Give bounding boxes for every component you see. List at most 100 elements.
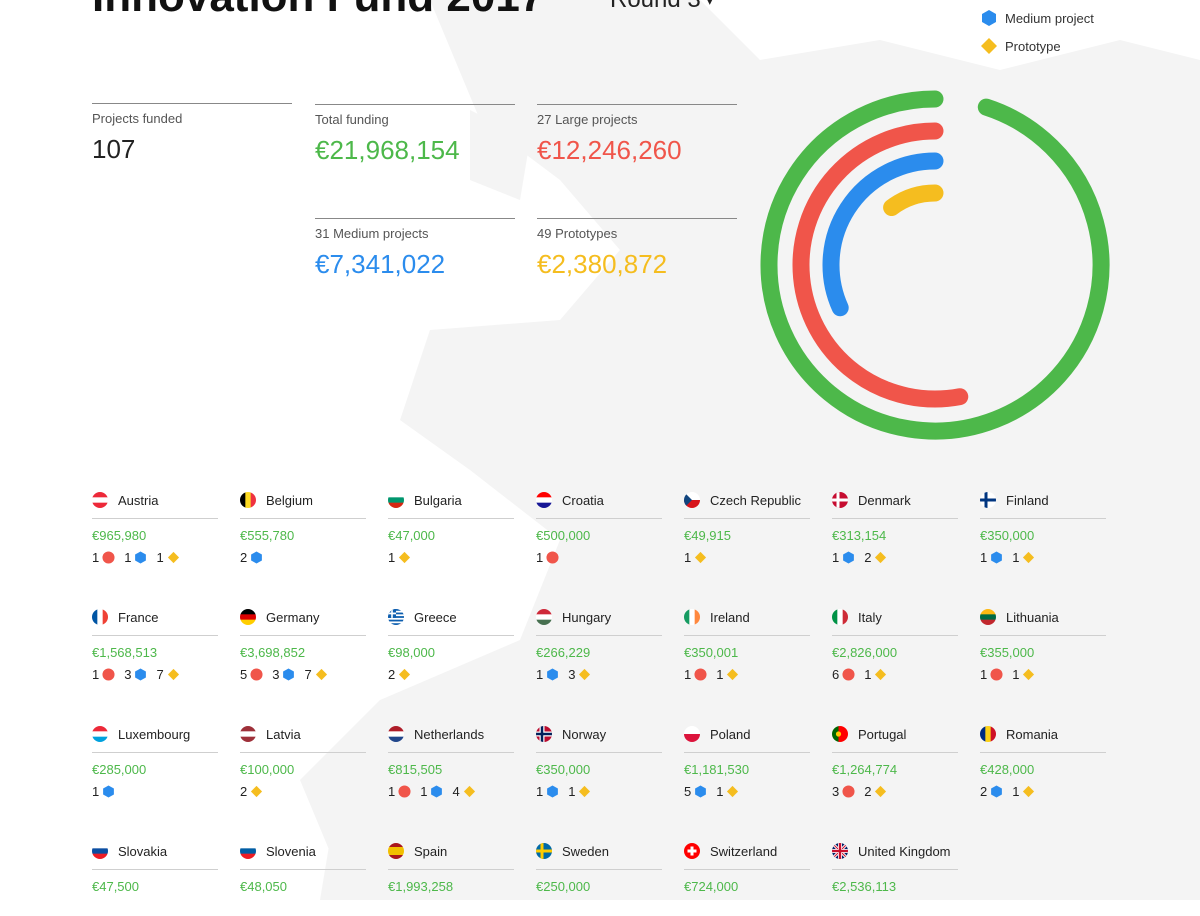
greece-flag-icon — [388, 609, 404, 625]
legend: Medium project Prototype — [980, 4, 1094, 60]
project-count-medium: 1 — [420, 784, 443, 799]
diamond-icon — [727, 785, 739, 797]
diamond-icon — [727, 668, 739, 680]
country-name: Hungary — [562, 609, 612, 625]
country-card[interactable]: Netherlands €815,505 1 1 4 — [388, 722, 514, 799]
country-card[interactable]: Poland €1,181,530 5 1 — [684, 722, 810, 799]
hexagon-icon — [135, 667, 147, 681]
country-name: Sweden — [562, 843, 609, 859]
country-card[interactable]: Slovenia €48,050 — [240, 839, 366, 916]
sweden-flag-icon — [536, 843, 552, 859]
project-count-medium: 5 — [684, 784, 707, 799]
project-count-prototype: 2 — [864, 550, 887, 565]
country-card[interactable]: Norway €350,000 1 1 — [536, 722, 662, 799]
country-header: Austria — [92, 488, 218, 519]
country-amount: €1,568,513 — [92, 645, 158, 660]
country-header: Greece — [388, 605, 514, 636]
country-card[interactable]: Slovakia €47,500 — [92, 839, 218, 916]
project-count-prototype: 1 — [1012, 784, 1035, 799]
stat-value: 107 — [92, 134, 136, 164]
project-count-large: 5 — [240, 667, 263, 682]
country-name: Finland — [1006, 492, 1049, 508]
country-card[interactable]: Sweden €250,000 — [536, 839, 662, 916]
stat-total-funding: Total funding €21,968,154 — [315, 104, 515, 166]
country-amount: €555,780 — [240, 528, 295, 543]
project-count-large: 1 — [388, 784, 411, 799]
country-amount: €285,000 — [92, 762, 147, 777]
country-card[interactable]: Ireland €350,001 1 1 — [684, 605, 810, 682]
country-project-counts: 5 3 7 — [240, 666, 366, 682]
stat-label: Total funding — [315, 112, 389, 127]
country-card[interactable]: Switzerland €724,000 — [684, 839, 810, 916]
country-header: Norway — [536, 722, 662, 753]
country-name: Ireland — [710, 609, 750, 625]
country-card[interactable]: Portugal €1,264,774 3 2 — [832, 722, 958, 799]
country-card[interactable]: Luxembourg €285,000 1 — [92, 722, 218, 799]
country-card[interactable]: Belgium €555,780 2 — [240, 488, 366, 565]
count-number: 1 — [684, 666, 692, 682]
project-count-prototype: 2 — [864, 784, 887, 799]
count-number: 1 — [980, 549, 988, 565]
portugal-flag-icon — [832, 726, 848, 742]
country-name: Latvia — [266, 726, 301, 742]
count-number: 1 — [980, 666, 988, 682]
latvia-flag-icon — [240, 726, 256, 742]
project-count-medium: 1 — [832, 550, 855, 565]
country-card[interactable]: Hungary €266,229 1 3 — [536, 605, 662, 682]
project-count-medium: 1 — [92, 784, 115, 799]
country-card[interactable]: Austria €965,980 1 1 1 — [92, 488, 218, 565]
czech-republic-flag-icon — [684, 492, 700, 508]
country-card[interactable]: Italy €2,826,000 6 1 — [832, 605, 958, 682]
country-amount: €350,000 — [536, 762, 591, 777]
legend-label-medium: Medium project — [1005, 10, 1094, 26]
round-label: Round 3 — [610, 0, 701, 13]
diamond-icon — [1023, 668, 1035, 680]
country-amount: €2,536,113 — [832, 879, 897, 894]
country-card[interactable]: Greece €98,000 2 — [388, 605, 514, 682]
country-header: Lithuania — [980, 605, 1106, 636]
round-dropdown[interactable]: Round 3 ▾ — [610, 0, 713, 14]
hexagon-icon — [695, 784, 707, 798]
country-card[interactable]: Finland €350,000 1 1 — [980, 488, 1106, 565]
country-card[interactable]: Bulgaria €47,000 1 — [388, 488, 514, 565]
count-number: 1 — [388, 549, 396, 565]
country-header: Portugal — [832, 722, 958, 753]
country-card[interactable]: Lithuania €355,000 1 1 — [980, 605, 1106, 682]
count-number: 7 — [304, 666, 312, 682]
country-name: Czech Republic — [710, 492, 802, 508]
country-header: Hungary — [536, 605, 662, 636]
circle-icon — [546, 550, 559, 564]
count-number: 1 — [92, 666, 100, 682]
country-name: Croatia — [562, 492, 604, 508]
country-card[interactable]: Croatia €500,000 1 — [536, 488, 662, 565]
country-card[interactable]: Denmark €313,154 1 2 — [832, 488, 958, 565]
country-header: Netherlands — [388, 722, 514, 753]
country-name: Luxembourg — [118, 726, 191, 742]
hexagon-icon — [991, 784, 1003, 798]
project-count-prototype: 1 — [716, 784, 739, 799]
country-card[interactable]: Spain €1,993,258 — [388, 839, 514, 916]
ireland-flag-icon — [684, 609, 700, 625]
france-flag-icon — [92, 609, 108, 625]
country-card[interactable]: France €1,568,513 1 3 7 — [92, 605, 218, 682]
stat-value: €12,246,260 — [537, 135, 682, 165]
country-amount: €724,000 — [684, 879, 739, 894]
stat-label: 27 Large projects — [537, 112, 638, 127]
country-card[interactable]: Romania €428,000 2 1 — [980, 722, 1106, 799]
country-card[interactable]: Czech Republic €49,915 1 — [684, 488, 810, 565]
project-count-medium: 1 — [536, 784, 559, 799]
country-card[interactable]: Germany €3,698,852 5 3 7 — [240, 605, 366, 682]
country-amount: €500,000 — [536, 528, 591, 543]
country-amount: €313,154 — [832, 528, 887, 543]
country-amount: €250,000 — [536, 879, 591, 894]
country-card[interactable]: Latvia €100,000 2 — [240, 722, 366, 799]
hexagon-icon — [251, 550, 263, 564]
project-count-medium: 2 — [980, 784, 1003, 799]
country-card[interactable]: United Kingdom €2,536,113 — [832, 839, 958, 916]
project-count-large: 6 — [832, 667, 855, 682]
diamond-icon — [251, 785, 263, 797]
denmark-flag-icon — [832, 492, 848, 508]
